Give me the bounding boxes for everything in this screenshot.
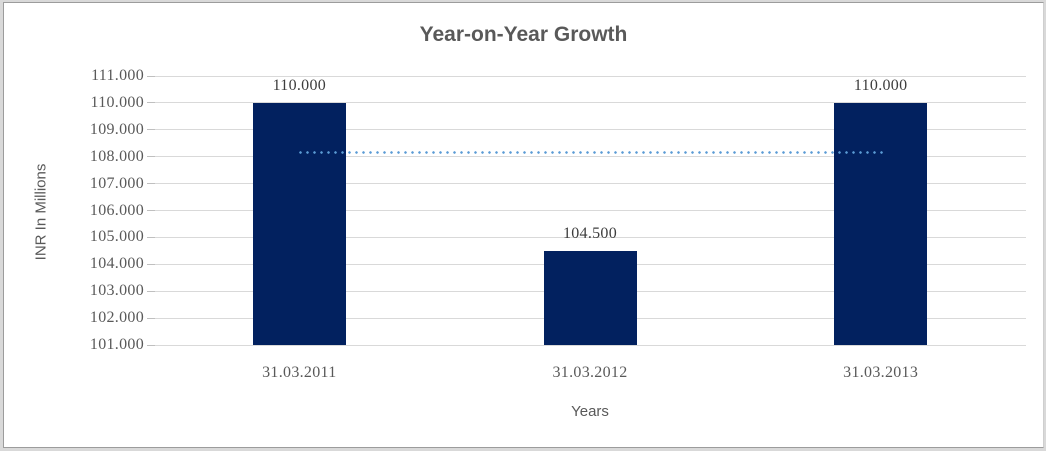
x-tick-label: 31.03.2012: [552, 364, 628, 381]
chart-title: Year-on-Year Growth: [419, 23, 628, 46]
y-tick-mark: [147, 290, 155, 292]
x-tick-label: 31.03.2011: [262, 364, 337, 381]
y-tick-label: 104.000: [89, 255, 144, 273]
trendline: [297, 150, 883, 154]
y-tick-label: 110.000: [90, 93, 144, 111]
gridline: [154, 156, 1026, 158]
gridline: [154, 344, 1026, 346]
y-tick-label: 106.000: [89, 201, 144, 219]
gridline: [154, 102, 1026, 104]
y-tick-mark: [147, 75, 155, 77]
chart-container: Year-on-Year Growth INR In Millions Year…: [3, 2, 1044, 448]
data-label: 110.000: [272, 76, 327, 94]
y-tick-label: 111.000: [91, 67, 144, 84]
y-tick-label: 108.000: [89, 147, 144, 165]
y-tick-mark: [147, 210, 155, 211]
bar: [252, 102, 346, 345]
y-tick-mark: [147, 317, 155, 319]
bar: [543, 250, 637, 345]
y-tick-mark: [147, 102, 155, 104]
y-tick-label: 105.000: [89, 228, 144, 246]
y-tick-label: 109.000: [89, 120, 144, 138]
gridline: [154, 129, 1026, 131]
data-label: 110.000: [853, 76, 908, 94]
bar: [834, 102, 928, 345]
gridline: [154, 210, 1026, 211]
y-tick-label: 107.000: [89, 174, 144, 192]
gridline: [154, 75, 1026, 77]
data-label: 104.500: [562, 224, 618, 242]
x-axis-title: Years: [571, 403, 609, 420]
y-tick-mark: [147, 344, 155, 346]
x-tick-label: 31.03.2013: [843, 364, 919, 381]
y-tick-mark: [147, 156, 155, 158]
y-tick-label: 102.000: [89, 309, 144, 327]
y-tick-label: 101.000: [89, 336, 144, 353]
y-tick-mark: [147, 263, 155, 265]
y-tick-mark: [147, 183, 155, 185]
y-tick-mark: [147, 236, 155, 238]
y-tick-mark: [147, 129, 155, 131]
y-tick-label: 103.000: [89, 282, 144, 300]
gridline: [154, 183, 1026, 185]
gridline: [154, 236, 1026, 238]
